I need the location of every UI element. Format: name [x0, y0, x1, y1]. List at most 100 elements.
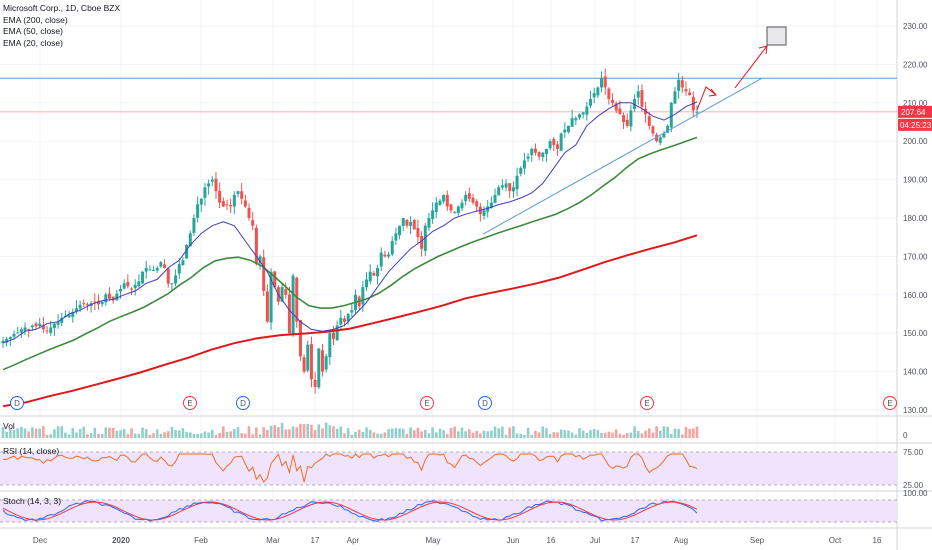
- volume-bar: [526, 427, 530, 438]
- candle-body: [420, 236, 424, 249]
- volume-bar: [130, 428, 133, 438]
- volume-bar: [163, 432, 166, 438]
- candle-body: [537, 152, 541, 157]
- volume-bar: [490, 430, 493, 438]
- candle-body: [526, 156, 530, 159]
- target-box: [766, 26, 787, 46]
- volume-bar: [225, 431, 229, 438]
- ema200-line: [2, 234, 698, 408]
- x-tick-label: Oct: [829, 536, 842, 545]
- volume-bar: [640, 433, 644, 438]
- volume-bar: [379, 433, 383, 438]
- candle-body: [324, 356, 328, 370]
- volume-bar: [170, 426, 174, 438]
- volume-bar: [383, 432, 387, 438]
- candle-body: [339, 317, 343, 325]
- volume-bar: [324, 422, 328, 438]
- volume-bar: [343, 433, 346, 438]
- candle-body: [174, 275, 178, 284]
- candle-body: [412, 220, 416, 230]
- volume-bar: [75, 432, 78, 438]
- volume-bar: [255, 427, 258, 438]
- volume-bar: [449, 427, 453, 438]
- volume-bar: [9, 429, 12, 438]
- volume-bar: [111, 427, 115, 438]
- projection-arrow: [696, 86, 717, 111]
- volume-bar: [471, 432, 475, 438]
- candle-body: [438, 200, 442, 205]
- volume-bar: [515, 433, 519, 438]
- candle-body: [148, 269, 152, 271]
- volume-bar: [122, 428, 126, 438]
- volume-bar: [321, 428, 324, 438]
- candle-body: [365, 279, 369, 288]
- candle-body: [658, 137, 662, 143]
- volume-bar: [218, 432, 221, 438]
- candle-body: [449, 204, 453, 211]
- candle-body: [111, 296, 115, 301]
- volume-bar: [688, 428, 691, 438]
- candle-body: [45, 330, 49, 332]
- volume-bar: [199, 433, 203, 438]
- y-tick-label: 150.00: [903, 329, 928, 338]
- volume-pane-title: Vol: [3, 421, 15, 431]
- volume-bar: [508, 427, 512, 438]
- volume-bar: [38, 428, 42, 438]
- volume-bar: [141, 427, 144, 438]
- candle-body: [522, 160, 526, 169]
- candle-body: [49, 327, 53, 333]
- volume-bar: [211, 429, 214, 438]
- candle-body: [306, 344, 310, 371]
- candle-body: [225, 204, 229, 206]
- rsi-axis-bottom: 25.00: [903, 481, 924, 490]
- volume-bar: [625, 433, 629, 438]
- volume-bar: [64, 432, 67, 438]
- volume-bar: [541, 426, 545, 438]
- volume-bar: [636, 431, 640, 438]
- volume-bar: [530, 434, 534, 438]
- candle-body: [152, 269, 156, 271]
- candle-body: [218, 190, 222, 203]
- candle-body: [295, 277, 299, 322]
- candle-body: [141, 271, 145, 284]
- candle-body: [170, 283, 174, 285]
- volume-bar: [269, 425, 273, 438]
- arrow-head: [708, 88, 717, 97]
- candle-body: [207, 183, 211, 187]
- candle-body: [214, 178, 218, 192]
- volume-bar: [695, 426, 699, 438]
- legend-ema20[interactable]: EMA (20, close): [3, 37, 63, 48]
- legend-ema50[interactable]: EMA (50, close): [3, 26, 63, 36]
- candle-body: [298, 320, 302, 357]
- y-tick-label: 170.00: [903, 252, 928, 261]
- x-tick-label: 2020: [112, 536, 130, 545]
- stoch-k-line: [2, 500, 698, 522]
- candle-body: [122, 283, 126, 289]
- volume-bar: [280, 422, 284, 438]
- candle-body: [287, 294, 291, 334]
- candle-body: [376, 267, 380, 277]
- volume-bar: [446, 434, 449, 438]
- volume-bar: [493, 426, 497, 438]
- candle-body: [394, 233, 398, 241]
- candle-body: [589, 98, 593, 106]
- volume-bar: [647, 428, 651, 438]
- volume-bar: [372, 432, 376, 438]
- candle-body: [453, 212, 457, 214]
- candle-body: [27, 328, 31, 330]
- legend-ema200[interactable]: EMA (200, close): [3, 14, 68, 25]
- volume-bar: [240, 433, 243, 438]
- volume-bar: [284, 429, 288, 438]
- candle-body: [273, 271, 277, 288]
- volume-bar: [89, 433, 93, 438]
- volume-bar: [368, 429, 372, 438]
- volume-bar: [614, 429, 618, 438]
- volume-bar: [295, 427, 299, 438]
- volume-bar: [152, 433, 155, 438]
- x-tick-label: Apr: [347, 536, 360, 545]
- volume-bar: [563, 430, 567, 438]
- candle-body: [192, 218, 196, 233]
- candle-body: [199, 198, 203, 205]
- volume-bar: [137, 433, 141, 438]
